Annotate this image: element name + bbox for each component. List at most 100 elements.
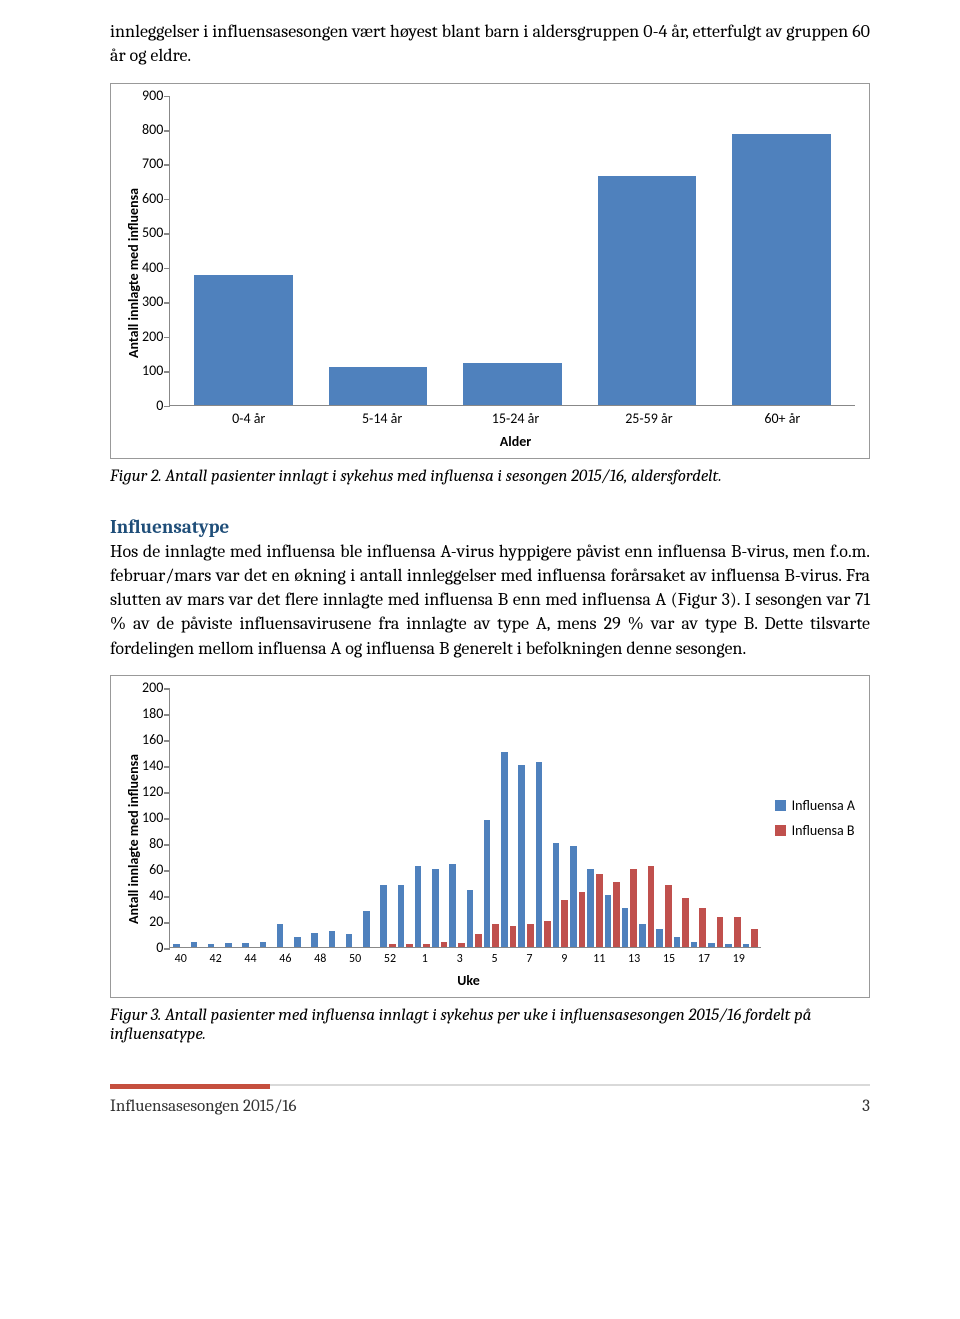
bar-series-a xyxy=(277,924,284,947)
chart1-yticks: 9008007006005004003002001000 xyxy=(142,96,169,406)
bar-series-a xyxy=(467,890,474,947)
bar-series-a xyxy=(501,752,508,947)
legend-swatch-a xyxy=(775,800,786,811)
figure2-caption: Figur 2. Antall pasienter innlagt i syke… xyxy=(110,467,870,486)
bar-series-a xyxy=(743,944,750,947)
bar-series-b xyxy=(389,944,396,947)
grouped-bar-column xyxy=(431,869,448,947)
bar-series-b xyxy=(510,926,517,947)
bar xyxy=(598,176,697,405)
footer-rule xyxy=(110,1084,870,1091)
bar-series-a xyxy=(587,869,594,947)
chart1-xlabel: Alder xyxy=(176,433,855,450)
grouped-bar-column xyxy=(241,943,258,947)
bar-series-a xyxy=(674,937,681,947)
bar-series-b xyxy=(561,900,568,947)
grouped-bar-column xyxy=(172,944,189,947)
grouped-bar-column xyxy=(552,843,569,947)
bar xyxy=(732,134,831,404)
grouped-bar-column xyxy=(638,866,655,947)
grouped-bar-column xyxy=(414,866,431,947)
bar-series-b xyxy=(717,917,724,947)
bar xyxy=(329,367,428,404)
grouped-bar-column xyxy=(690,908,707,947)
bar-series-b xyxy=(527,924,534,947)
chart2-ylabel: Antall innlagte med influensa xyxy=(121,688,142,989)
grouped-bar-column xyxy=(293,937,310,947)
bar-series-a xyxy=(208,944,215,947)
bar-series-a xyxy=(570,846,577,947)
bar-series-a xyxy=(725,944,732,947)
bar-series-b xyxy=(492,924,499,947)
grouped-bar-column xyxy=(379,885,396,947)
grouped-bar-column xyxy=(535,762,552,947)
bar-series-a xyxy=(191,942,198,947)
grouped-bar-column xyxy=(345,934,362,947)
bar-series-a xyxy=(242,943,249,947)
bar-series-b xyxy=(682,898,689,947)
bar-series-b xyxy=(406,944,413,947)
legend-item-influensa-a: Influensa A xyxy=(775,797,855,814)
section-body: Hos de innlagte med influensa ble influe… xyxy=(110,540,870,661)
grouped-bar-column xyxy=(259,942,276,947)
bar-series-a xyxy=(173,944,180,947)
grouped-bar-column xyxy=(673,898,690,947)
bar-series-b xyxy=(441,942,448,947)
chart-weekly-by-type: Antall innlagte med influensa 2001801601… xyxy=(110,675,870,998)
bar-series-a xyxy=(380,885,387,947)
grouped-bar-column xyxy=(517,765,534,947)
grouped-bar-column xyxy=(724,917,741,947)
grouped-bar-column xyxy=(328,931,345,947)
chart2-plot-area xyxy=(169,688,760,948)
grouped-bar-column xyxy=(397,885,414,947)
figure3-caption: Figur 3. Antall pasienter med influensa … xyxy=(110,1006,870,1044)
chart-age-distribution: Antall innlagte med influensa 9008007006… xyxy=(110,83,870,459)
chart1-ylabel: Antall innlagte med influensa xyxy=(121,96,142,450)
grouped-bar-column xyxy=(224,943,241,947)
footer-page-number: 3 xyxy=(862,1097,870,1116)
chart1-xticks: 0-4 år5-14 år15-24 år25-59 år60+ år xyxy=(176,406,855,427)
bar-series-b xyxy=(458,943,465,947)
grouped-bar-column xyxy=(707,917,724,947)
bar-series-a xyxy=(415,866,422,947)
grouped-bar-column xyxy=(448,864,465,947)
bar-series-b xyxy=(579,892,586,947)
bar-series-a xyxy=(553,843,560,947)
bar xyxy=(194,275,293,404)
bar-series-b xyxy=(544,921,551,947)
grouped-bar-column xyxy=(621,869,638,947)
bar-series-a xyxy=(449,864,456,947)
bar-series-a xyxy=(536,762,543,947)
bar-series-b xyxy=(665,885,672,947)
footer-left: Influensasesongen 2015/16 xyxy=(110,1097,297,1116)
grouped-bar-column xyxy=(500,752,517,947)
grouped-bar-column xyxy=(276,924,293,947)
grouped-bar-column xyxy=(207,944,224,947)
bar-series-a xyxy=(346,934,353,947)
legend-item-influensa-b: Influensa B xyxy=(775,822,855,839)
bar-series-a xyxy=(225,943,232,947)
legend-label-a: Influensa A xyxy=(792,797,855,814)
legend-swatch-b xyxy=(775,825,786,836)
grouped-bar-column xyxy=(742,929,759,947)
chart2-xlabel: Uke xyxy=(172,972,765,989)
bar-series-a xyxy=(708,943,715,947)
bar-series-b xyxy=(475,934,482,947)
bar-series-b xyxy=(596,874,603,947)
legend-label-b: Influensa B xyxy=(792,822,855,839)
bar-series-a xyxy=(398,885,405,947)
grouped-bar-column xyxy=(310,933,327,947)
bar-series-a xyxy=(311,933,318,947)
grouped-bar-column xyxy=(362,911,379,947)
chart2-xticks: 40424446485052135791113151719 xyxy=(172,948,765,966)
chart1-plot-area xyxy=(169,96,855,406)
grouped-bar-column xyxy=(655,885,672,947)
bar-series-a xyxy=(484,820,491,947)
grouped-bar-column xyxy=(569,846,586,947)
page-footer: Influensasesongen 2015/16 3 xyxy=(110,1084,870,1116)
bar-series-a xyxy=(294,937,301,947)
intro-paragraph: innleggelser i influensasesongen vært hø… xyxy=(110,20,870,69)
bar-series-b xyxy=(699,908,706,947)
grouped-bar-column xyxy=(604,882,621,947)
bar-series-b xyxy=(734,917,741,947)
